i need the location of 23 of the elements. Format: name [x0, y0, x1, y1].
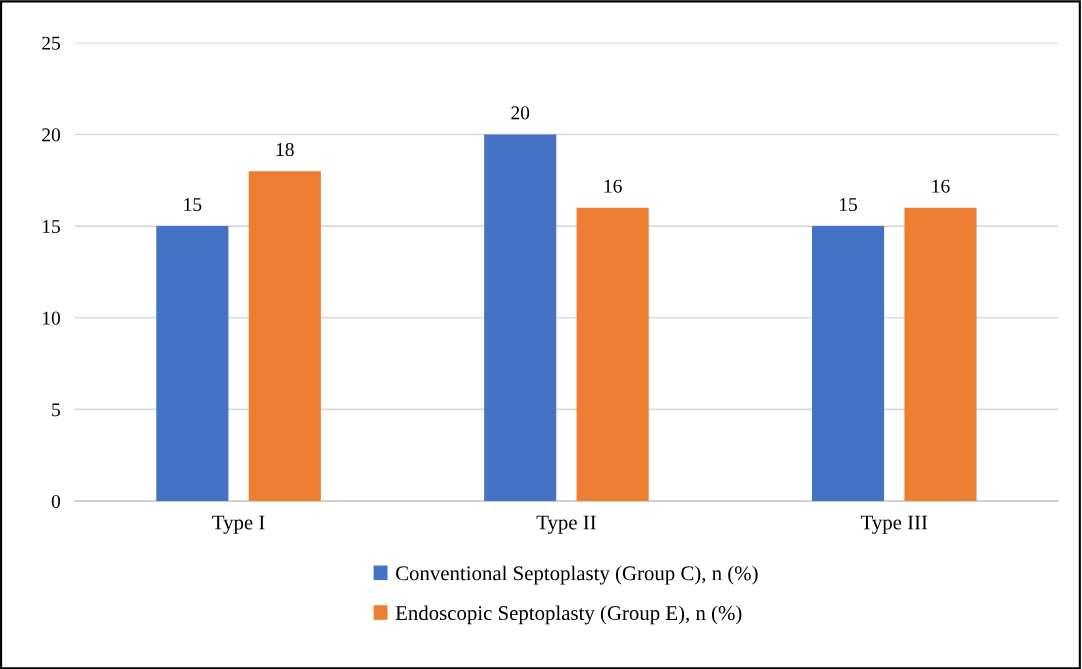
data-label: 15 [840, 198, 858, 212]
bar [811, 226, 885, 502]
legend-label: Endoscopic Septoplasty (Group E), n (%) [395, 605, 742, 625]
data-label: 18 [276, 142, 294, 157]
y-tick-label: 20 [42, 128, 61, 142]
x-tick-label: Type III [860, 515, 928, 534]
y-tick-label: 5 [52, 403, 61, 417]
y-tick-label: 10 [43, 311, 61, 325]
bar [156, 226, 229, 502]
bar [248, 171, 321, 502]
x-tick-label: Type II [536, 515, 596, 534]
legend-label: Conventional Septoplasty (Group C), n (%) [396, 565, 758, 585]
bar [904, 207, 977, 502]
data-label: 16 [604, 179, 622, 193]
y-tick-label: 0 [51, 494, 61, 509]
x-tick-label: Type I [212, 515, 265, 534]
bar [576, 207, 649, 502]
bar [484, 134, 557, 502]
data-label: 16 [932, 179, 950, 193]
y-tick-label: 25 [42, 36, 61, 50]
data-label: 20 [511, 106, 530, 120]
y-tick-label: 15 [43, 220, 61, 234]
data-label: 15 [184, 198, 202, 212]
